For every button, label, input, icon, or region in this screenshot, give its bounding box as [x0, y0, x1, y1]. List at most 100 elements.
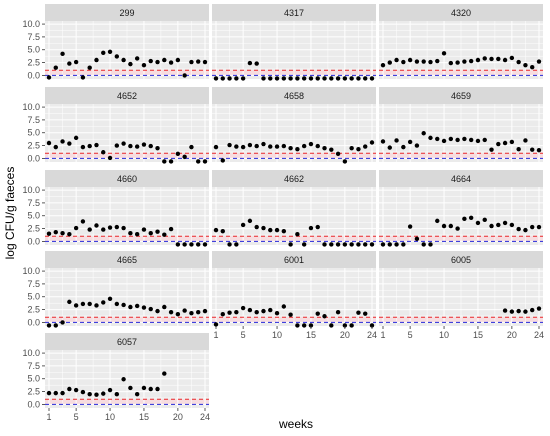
data-point: [536, 224, 542, 230]
facet-strip-label: 4660: [117, 174, 137, 184]
data-point: [441, 223, 447, 229]
data-point: [407, 139, 413, 145]
data-point: [380, 242, 386, 247]
data-point: [509, 55, 515, 61]
data-point: [121, 57, 126, 63]
data-point: [414, 236, 420, 242]
data-point: [141, 305, 147, 310]
data-point: [155, 386, 160, 392]
data-point: [175, 151, 181, 156]
x-tick-label: 1: [213, 330, 218, 340]
data-point: [349, 242, 354, 247]
data-point: [502, 140, 508, 146]
x-tick-label: 5: [241, 330, 246, 340]
data-point: [356, 310, 361, 315]
data-point: [80, 389, 86, 395]
data-point: [435, 58, 440, 64]
data-point: [308, 141, 314, 147]
y-tick-label: 2.5: [27, 387, 40, 397]
y-tick-label: 10.0: [22, 348, 40, 358]
data-point: [121, 302, 126, 308]
data-point: [53, 229, 58, 235]
data-point: [227, 310, 232, 315]
data-point: [369, 323, 375, 328]
data-point: [496, 141, 501, 147]
facet-strip-label: 6005: [451, 255, 471, 265]
data-point: [53, 144, 58, 150]
data-point: [448, 60, 454, 66]
data-point: [227, 242, 232, 247]
data-point: [107, 296, 113, 301]
data-point: [516, 146, 521, 152]
data-point: [107, 49, 113, 54]
x-tick-label: 20: [507, 330, 517, 340]
data-point: [67, 141, 72, 146]
data-point: [475, 138, 481, 144]
data-point: [175, 57, 181, 63]
data-point: [175, 242, 181, 247]
data-point: [134, 144, 140, 149]
data-point: [268, 144, 273, 149]
data-point: [335, 242, 341, 247]
data-point: [121, 141, 126, 146]
facet-panel: 4664: [379, 170, 543, 247]
data-point: [94, 223, 99, 228]
data-point: [523, 138, 528, 143]
data-point: [295, 76, 300, 81]
data-point: [60, 320, 65, 325]
x-tick-label: 15: [473, 330, 483, 340]
data-point: [441, 138, 447, 144]
data-point: [247, 218, 253, 224]
data-point: [315, 143, 320, 149]
data-point: [227, 142, 232, 148]
data-point: [121, 225, 126, 231]
data-point: [202, 159, 208, 164]
facet-strip: [379, 4, 543, 21]
data-point: [101, 227, 106, 232]
data-point: [401, 59, 406, 65]
data-point: [94, 303, 99, 308]
data-point: [448, 223, 454, 229]
data-point: [462, 216, 467, 222]
facet-panel: 4662: [212, 170, 376, 247]
data-point: [380, 139, 386, 144]
data-point: [202, 242, 208, 247]
data-point: [530, 307, 535, 313]
facet-panel: 4652 0.0 2.5 5.0 7.5 10.0: [22, 87, 209, 164]
data-point: [261, 141, 266, 147]
y-tick-label: 2.5: [27, 224, 40, 234]
data-point: [401, 242, 406, 247]
data-point: [288, 76, 293, 81]
data-point: [175, 311, 181, 317]
data-point: [94, 57, 99, 63]
x-tick-label: 10: [105, 412, 115, 422]
facet-strip: [45, 87, 209, 104]
data-point: [288, 145, 293, 151]
data-point: [274, 227, 280, 233]
data-point: [356, 242, 361, 247]
data-point: [482, 137, 487, 143]
data-point: [363, 242, 368, 247]
data-point: [394, 242, 399, 247]
data-point: [101, 391, 106, 396]
data-point: [162, 232, 167, 237]
data-point: [441, 51, 447, 56]
data-point: [369, 242, 375, 247]
data-point: [46, 390, 52, 396]
x-tick-label: 15: [139, 412, 149, 422]
facet-strip: [379, 251, 543, 268]
y-tick-label: 10.0: [22, 102, 40, 112]
data-point: [261, 308, 266, 314]
data-point: [128, 304, 133, 310]
data-point: [240, 222, 246, 228]
data-point: [342, 323, 348, 328]
data-point: [247, 60, 253, 66]
data-point: [87, 227, 92, 232]
data-point: [46, 75, 52, 80]
data-point: [295, 146, 300, 152]
data-point: [322, 145, 327, 151]
data-point: [80, 219, 86, 224]
data-point: [489, 56, 494, 62]
